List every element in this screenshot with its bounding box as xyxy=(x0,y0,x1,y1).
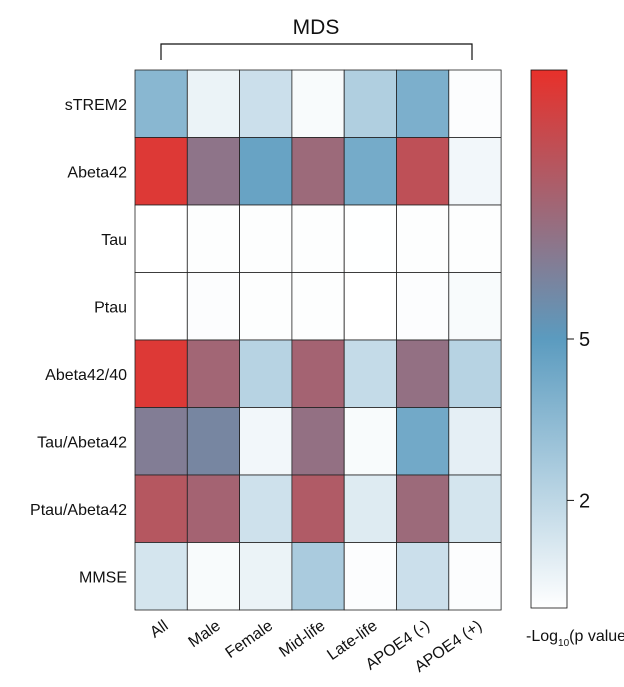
row-labels: sTREM2 Abeta42 Tau Ptau Abeta42/40 Tau/Abeta4… xyxy=(30,97,127,587)
heatmap-cell xyxy=(448,204,502,273)
heatmap-cell xyxy=(396,137,450,206)
heatmap-cell xyxy=(396,339,450,408)
heatmap-cell xyxy=(448,137,502,206)
column-label: Mid-life xyxy=(276,617,328,661)
heatmap-cell xyxy=(396,69,450,138)
heatmap-cells xyxy=(134,69,502,611)
heatmap-cell xyxy=(448,474,502,543)
heatmap-cell xyxy=(291,69,345,138)
row-label: Abeta42 xyxy=(67,164,127,181)
heatmap-cell xyxy=(291,474,345,543)
row-label: Abeta42/40 xyxy=(45,367,127,384)
heatmap-cell xyxy=(239,137,293,206)
heatmap-cell xyxy=(134,407,188,476)
heatmap-cell xyxy=(239,339,293,408)
heatmap-cell xyxy=(343,204,397,273)
heatmap-cell xyxy=(396,204,450,273)
heatmap-cell xyxy=(448,272,502,341)
heatmap-cell xyxy=(343,272,397,341)
heatmap-cell xyxy=(186,407,241,476)
heatmap-cell xyxy=(448,339,502,408)
heatmap-cell xyxy=(239,542,293,611)
heatmap-cell xyxy=(186,69,241,138)
colorbar-tick-label: 5 xyxy=(579,329,590,351)
colorbar xyxy=(530,69,568,609)
column-label: Female xyxy=(223,617,277,662)
heatmap-cell xyxy=(134,137,188,206)
column-label: Male xyxy=(186,617,224,651)
heatmap-cell xyxy=(396,407,450,476)
heatmap-cell xyxy=(343,339,397,408)
heatmap-cell xyxy=(343,69,397,138)
heatmap-cell xyxy=(291,272,345,341)
row-label: Tau xyxy=(101,232,127,249)
heatmap-cell xyxy=(448,407,502,476)
heatmap-cell xyxy=(186,204,241,273)
colorbar-label: -Log10(p value) xyxy=(526,628,624,649)
heatmap-cell xyxy=(291,204,345,273)
heatmap-cell xyxy=(186,542,241,611)
heatmap-cell xyxy=(239,272,293,341)
heatmap-cell xyxy=(396,272,450,341)
heatmap-cell xyxy=(291,137,345,206)
heatmap-cell xyxy=(186,474,241,543)
heatmap-cell xyxy=(239,204,293,273)
colorbar-tick-label: 2 xyxy=(579,490,590,512)
heatmap-cell xyxy=(343,407,397,476)
title-bracket xyxy=(160,43,473,60)
heatmap-cell xyxy=(134,272,188,341)
heatmap-cell xyxy=(186,137,241,206)
heatmap-cell xyxy=(448,542,502,611)
heatmap-cell xyxy=(291,339,345,408)
heatmap-cell xyxy=(134,69,188,138)
heatmap-cell xyxy=(343,137,397,206)
row-label: Ptau xyxy=(94,299,127,316)
heatmap-cell xyxy=(448,69,502,138)
row-label: Ptau/Abeta42 xyxy=(30,502,127,519)
column-label: All xyxy=(147,617,171,641)
heatmap-cell xyxy=(343,542,397,611)
heatmap-cell xyxy=(396,542,450,611)
heatmap-cell xyxy=(186,339,241,408)
row-label: MMSE xyxy=(79,569,127,586)
row-label: Tau/Abeta42 xyxy=(37,434,127,451)
row-label: sTREM2 xyxy=(65,97,127,114)
heatmap-cell xyxy=(291,407,345,476)
heatmap-cell xyxy=(396,474,450,543)
heatmap-cell xyxy=(134,204,188,273)
heatmap-cell xyxy=(239,474,293,543)
chart-title: MDS xyxy=(293,16,340,39)
heatmap-cell xyxy=(239,69,293,138)
heatmap-cell xyxy=(291,542,345,611)
colorbar-ticks: 25 xyxy=(567,329,590,512)
heatmap-cell xyxy=(239,407,293,476)
heatmap-cell xyxy=(343,474,397,543)
heatmap-cell xyxy=(134,474,188,543)
heatmap-cell xyxy=(134,339,188,408)
heatmap-cell xyxy=(134,542,188,611)
heatmap-cell xyxy=(186,272,241,341)
